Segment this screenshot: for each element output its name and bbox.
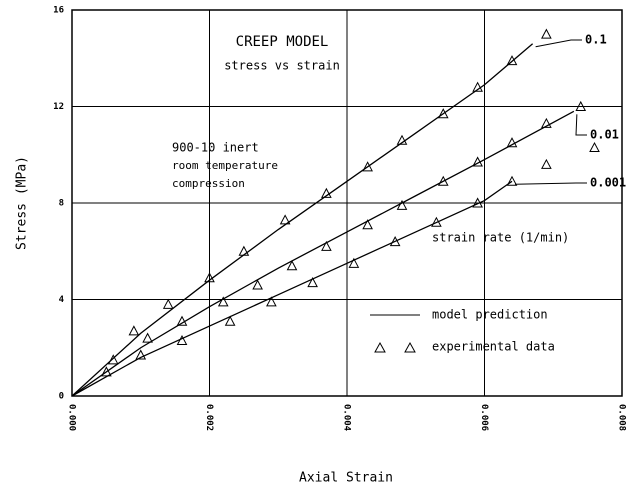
data-point xyxy=(589,141,600,153)
data-point xyxy=(224,315,236,326)
data-point xyxy=(437,108,449,119)
data-point xyxy=(266,296,277,307)
data-point xyxy=(321,240,332,251)
data-point xyxy=(348,257,360,268)
leader xyxy=(535,39,582,48)
y-axis-label: Stress (MPa) xyxy=(15,156,30,250)
model-line xyxy=(71,180,513,397)
data-point xyxy=(389,236,401,247)
x-tick-label: 0.004 xyxy=(342,404,352,432)
data-point xyxy=(506,55,518,66)
data-point xyxy=(362,161,373,172)
legend-label: experimental data xyxy=(432,340,555,354)
series-label: 0.1 xyxy=(585,33,607,47)
series-label: 0.01 xyxy=(590,128,619,142)
x-tick-label: 0.002 xyxy=(204,404,214,431)
data-point xyxy=(128,325,140,336)
data-point xyxy=(541,28,552,39)
data-point xyxy=(286,260,298,271)
annotation: stress vs strain xyxy=(224,59,340,73)
y-tick-label: 4 xyxy=(59,295,65,305)
x-tick-label: 0.000 xyxy=(67,404,77,431)
data-point xyxy=(176,334,188,346)
series-label: 0.001 xyxy=(590,176,626,190)
data-point xyxy=(107,354,119,365)
data-point xyxy=(307,277,318,288)
data-point xyxy=(252,279,263,290)
annotation: room temperature xyxy=(172,159,278,172)
y-tick-label: 8 xyxy=(59,199,64,209)
data-point xyxy=(396,134,408,145)
x-tick-label: 0.008 xyxy=(617,404,627,431)
data-point xyxy=(204,272,215,283)
annotation: strain rate (1/min) xyxy=(432,231,569,245)
data-point xyxy=(217,296,229,307)
data-point xyxy=(431,216,442,227)
data-point xyxy=(396,199,408,210)
leader xyxy=(575,114,587,136)
data-point xyxy=(506,175,518,186)
data-point xyxy=(437,175,449,186)
data-point xyxy=(142,332,153,343)
data-point xyxy=(101,366,112,377)
data-point xyxy=(506,137,518,148)
data-point xyxy=(472,197,483,208)
legend-label: model prediction xyxy=(432,308,548,322)
data-point xyxy=(176,315,188,326)
model-line xyxy=(71,43,534,397)
x-tick-label: 0.006 xyxy=(479,404,489,431)
data-point xyxy=(472,156,483,167)
data-point xyxy=(575,100,587,111)
leader xyxy=(514,182,587,185)
data-point xyxy=(541,117,552,128)
y-tick-label: 0 xyxy=(59,392,64,402)
legend-marker xyxy=(374,341,416,353)
annotation: compression xyxy=(172,177,245,190)
data-point xyxy=(135,349,147,360)
annotation: CREEP MODEL xyxy=(236,34,329,50)
x-axis-label: Axial Strain xyxy=(299,471,393,486)
y-tick-label: 16 xyxy=(53,6,64,16)
data-point xyxy=(362,219,373,230)
data-point xyxy=(541,158,552,169)
y-tick-label: 12 xyxy=(53,102,64,112)
data-point xyxy=(279,214,291,225)
data-point xyxy=(238,245,250,256)
data-point xyxy=(321,187,332,198)
annotation: 900-10 inert xyxy=(172,141,259,155)
data-point xyxy=(162,298,174,309)
data-point xyxy=(472,81,483,92)
